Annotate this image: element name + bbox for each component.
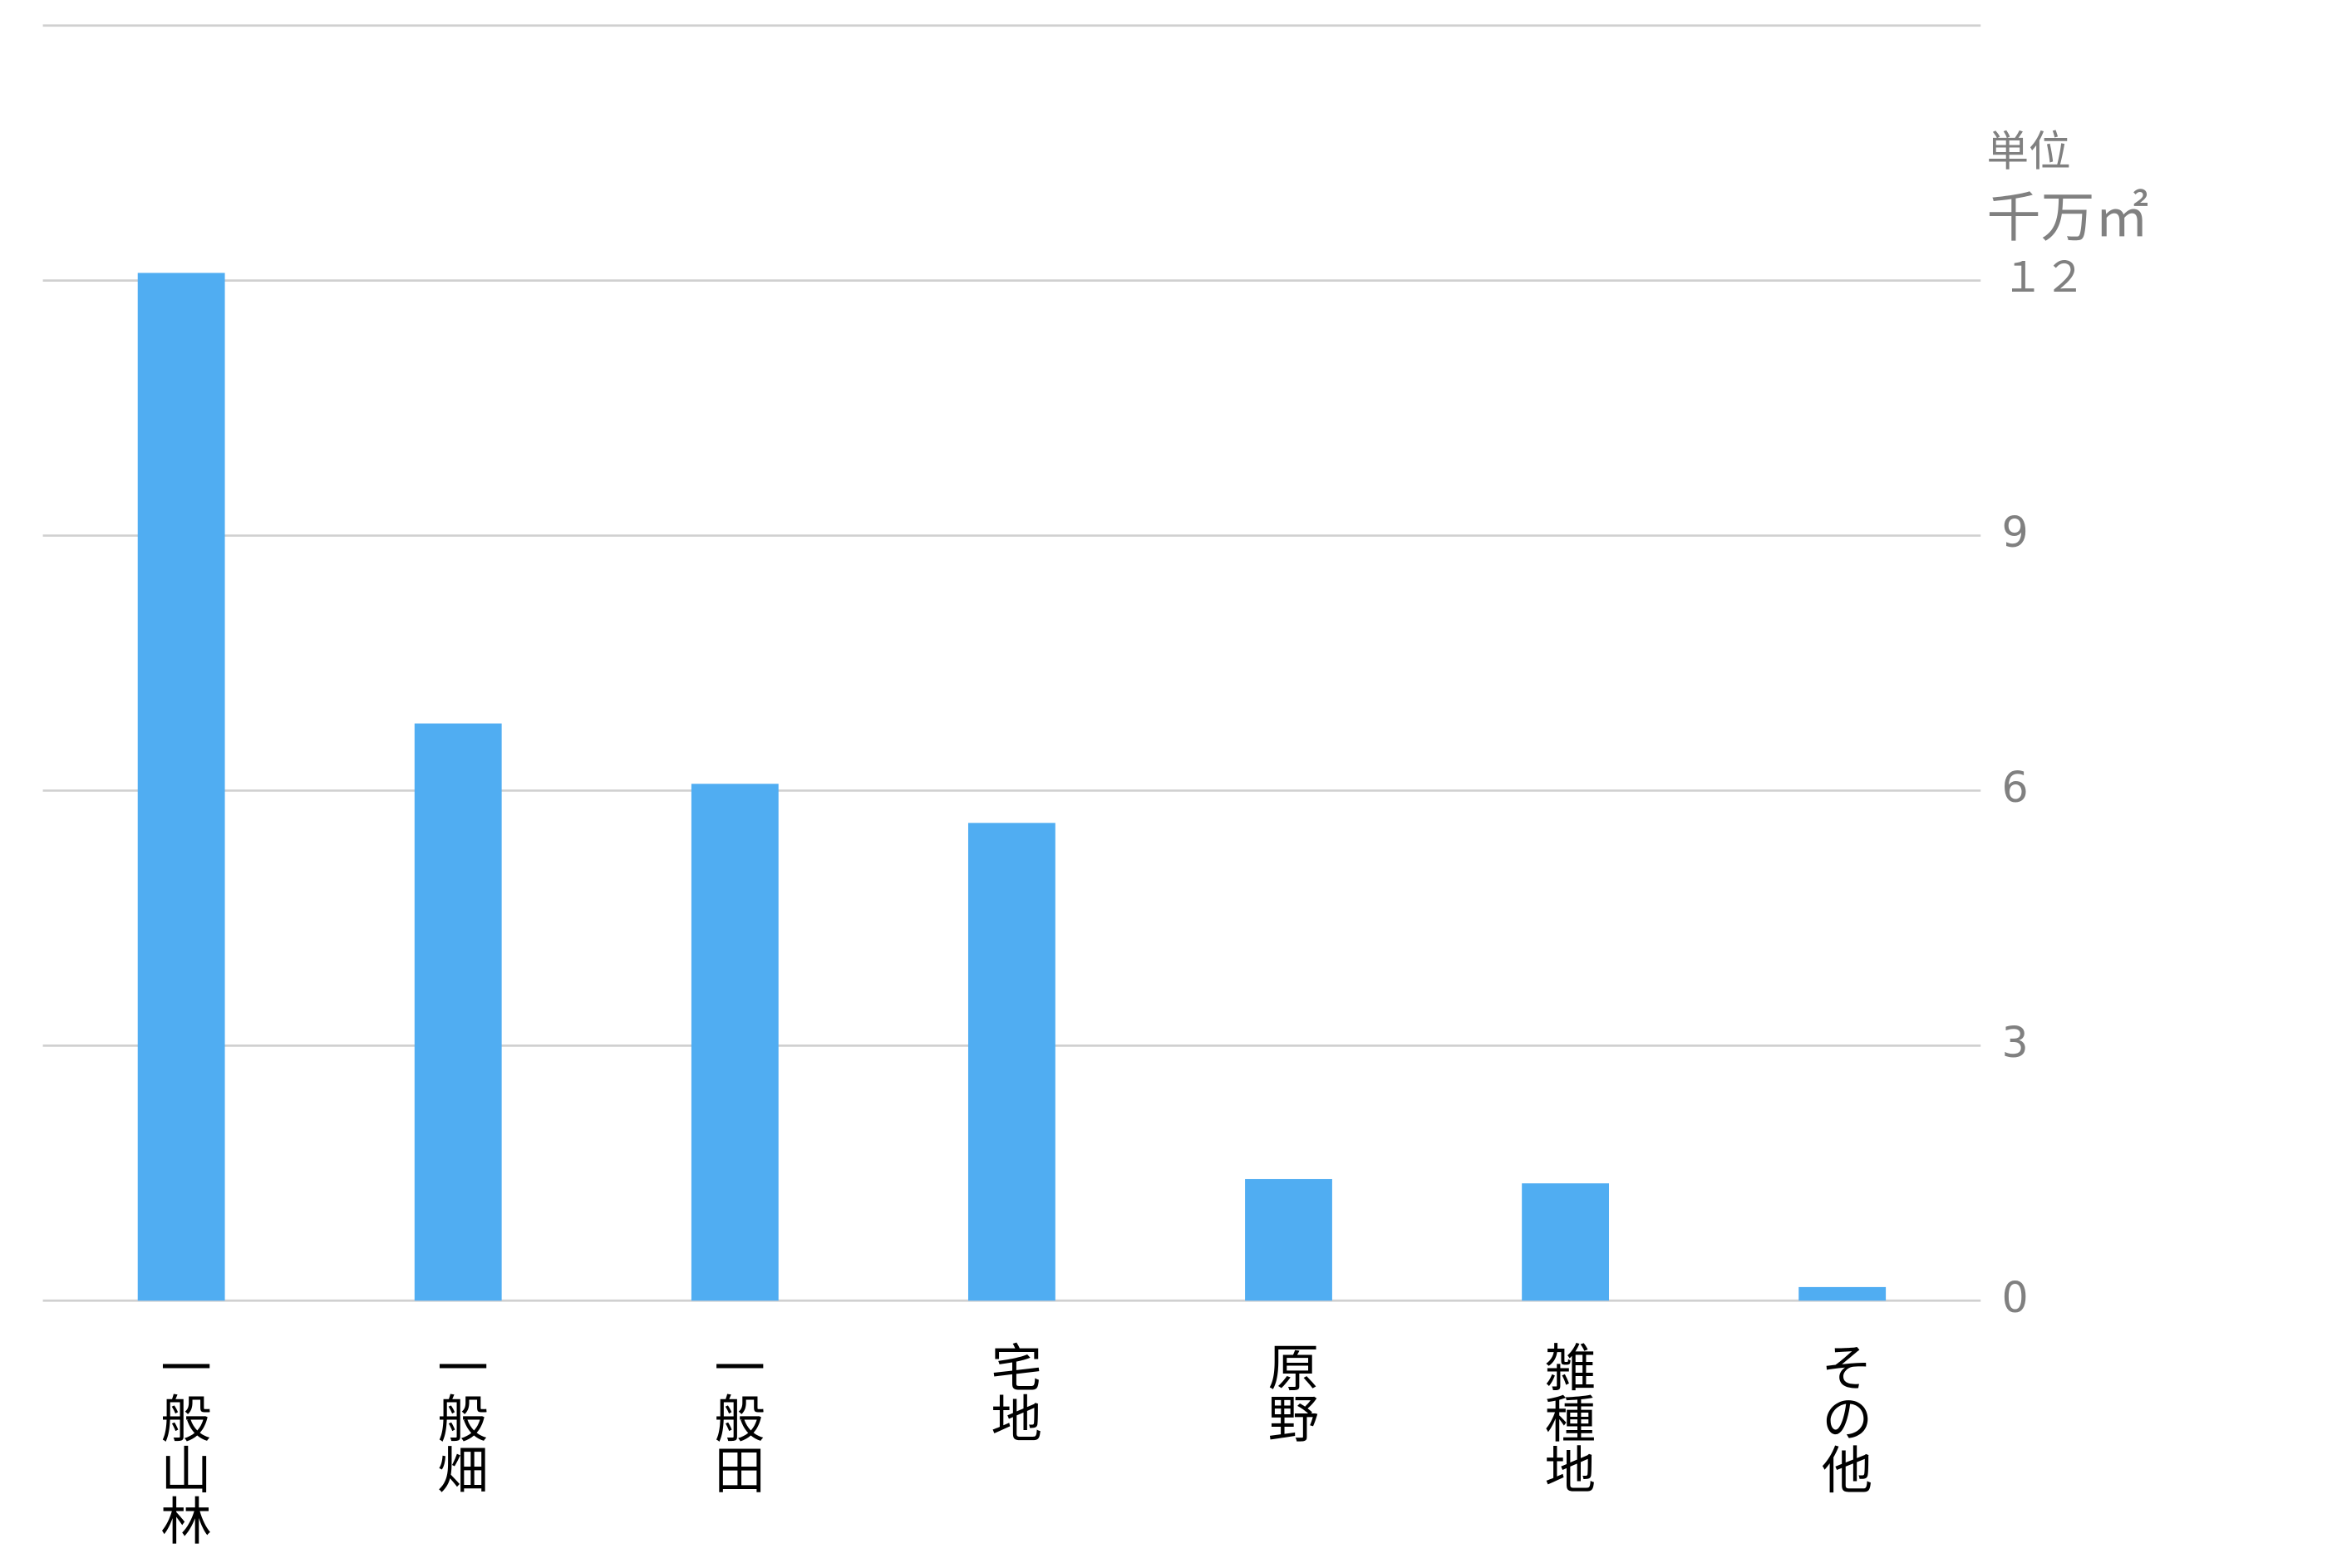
y-tick-label: 9 xyxy=(2002,508,2029,557)
bar xyxy=(414,723,502,1301)
bar xyxy=(691,784,779,1301)
bar xyxy=(1522,1183,1610,1301)
bar xyxy=(1798,1286,1887,1301)
bar xyxy=(967,823,1055,1301)
x-tick-label: その他 xyxy=(1813,1341,1872,1494)
bar xyxy=(137,273,225,1301)
x-tick-label: 一般田 xyxy=(706,1341,765,1494)
unit-label: 千万㎡ xyxy=(1986,187,2148,249)
x-tick-label: 一般山林 xyxy=(151,1341,210,1546)
x-tick-label: 原野 xyxy=(1259,1341,1318,1443)
y-tick-label: 6 xyxy=(2002,763,2029,812)
bar xyxy=(1245,1178,1332,1301)
y-tick-label: 0 xyxy=(2002,1273,2029,1322)
x-tick-label: 宅地 xyxy=(982,1341,1041,1443)
unit-label: 単位 xyxy=(1986,127,2070,176)
x-tick-label: 雑種地 xyxy=(1536,1341,1595,1494)
x-tick-label: 一般畑 xyxy=(429,1341,488,1494)
y-tick-label: １２ xyxy=(2002,253,2086,302)
y-tick-label: 3 xyxy=(2002,1018,2029,1067)
